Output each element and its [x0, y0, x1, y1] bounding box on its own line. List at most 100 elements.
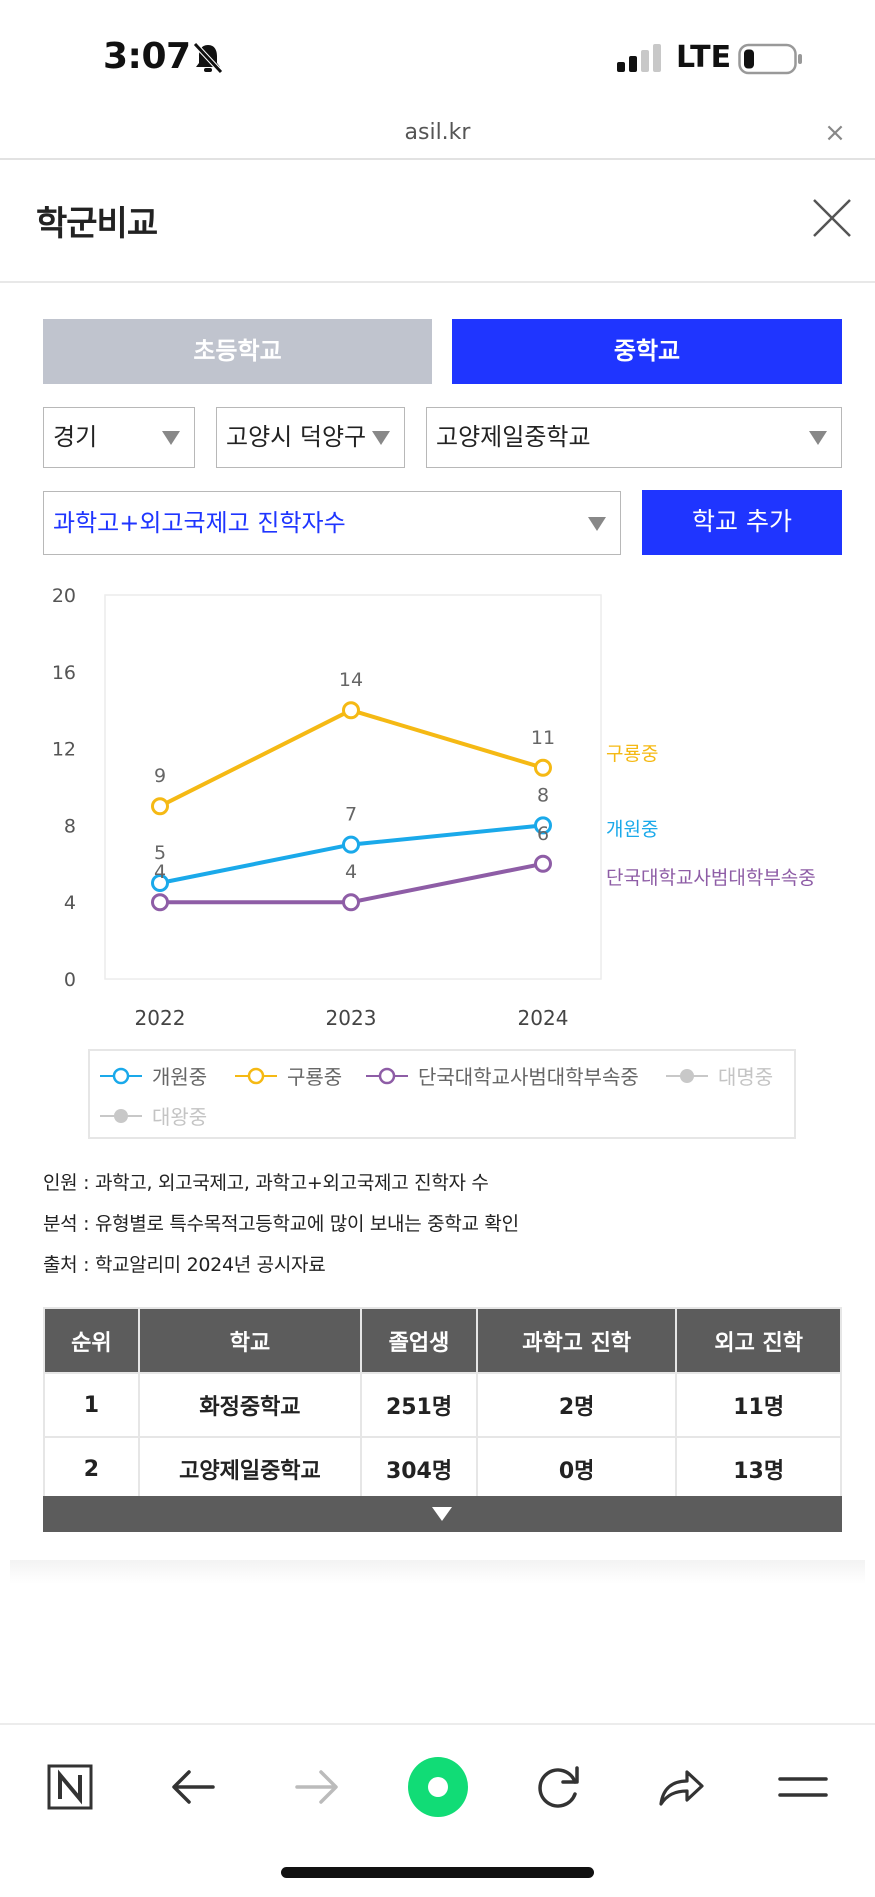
table-header-cell[interactable]: 외고 진학 — [675, 1307, 842, 1374]
battery-icon — [738, 43, 802, 75]
data-point[interactable] — [534, 758, 552, 777]
green-dot-icon[interactable] — [403, 1752, 473, 1822]
data-point[interactable] — [534, 816, 552, 835]
data-label: 6 — [537, 823, 549, 845]
school-select[interactable]: 고양제일중학교 — [426, 407, 842, 468]
data-label: 11 — [531, 727, 555, 749]
table-header-row: 순위 학교 졸업생 과학고 진학 외고 진학 — [43, 1307, 842, 1374]
note-source: 출처 : 학교알리미 2024년 공시자료 — [43, 1254, 326, 1276]
toolbar-divider — [0, 1723, 875, 1725]
series-end-label: 개원중 — [606, 818, 658, 840]
naver-n-icon[interactable] — [35, 1752, 105, 1822]
school-select-value: 고양제일중학교 — [436, 423, 591, 451]
table-cell: 화정중학교 — [137, 1372, 363, 1438]
tab-elementary[interactable]: 초등학교 — [43, 319, 432, 384]
chart-legend: 개원중 구룡중 단국대학교사범대학부속중 대명중 대왕중 — [88, 1049, 796, 1139]
reload-icon[interactable] — [523, 1752, 593, 1822]
region-select[interactable]: 경기 — [43, 407, 195, 468]
table-header-cell[interactable]: 학교 — [137, 1307, 363, 1374]
table-header-cell[interactable]: 순위 — [43, 1307, 140, 1374]
tab-middle-school[interactable]: 중학교 — [452, 319, 842, 384]
page-title: 학군비교 — [36, 204, 158, 244]
panel-shadow — [10, 1560, 865, 1584]
data-label: 4 — [154, 861, 166, 883]
x-tick-label: 2024 — [518, 1006, 569, 1030]
y-tick-label: 16 — [52, 662, 76, 684]
district-select-value: 고양시 덕양구 — [226, 423, 367, 451]
y-tick-label: 4 — [64, 892, 76, 914]
series-end-label: 단국대학교사범대학부속중 — [606, 867, 816, 889]
legend-marker-icon — [100, 1067, 142, 1084]
home-indicator — [281, 1867, 594, 1878]
table-header-cell[interactable]: 졸업생 — [360, 1307, 478, 1374]
dropdown-caret-icon — [588, 517, 606, 531]
metric-select-value: 과학고+외고국제고 진학자수 — [53, 509, 346, 537]
legend-marker-icon — [666, 1068, 708, 1083]
legend-marker-icon — [235, 1067, 277, 1084]
x-tick-label: 2023 — [326, 1006, 377, 1030]
series-end-label: 구룡중 — [606, 743, 658, 765]
dropdown-caret-icon — [372, 431, 390, 445]
dropdown-caret-icon — [162, 431, 180, 445]
data-point[interactable] — [342, 701, 360, 720]
table-cell: 1 — [43, 1372, 140, 1438]
legend-label: 대명중 — [718, 1065, 774, 1089]
data-label: 9 — [154, 765, 166, 787]
table-cell: 13명 — [675, 1436, 842, 1502]
table-cell: 2 — [43, 1436, 140, 1502]
y-tick-label: 8 — [64, 815, 76, 837]
line-chart: 0 4 8 12 16 20 2022 2023 2024 5 7 8 개원중 9 14 11 구룡중 4 4 6… — [52, 585, 816, 1030]
legend-marker-icon — [100, 1108, 142, 1123]
back-arrow-icon[interactable] — [159, 1752, 229, 1822]
table-cell: 2명 — [475, 1372, 678, 1438]
close-tab-icon[interactable]: × — [824, 118, 846, 148]
y-tick-label: 20 — [52, 585, 76, 607]
table-cell: 304명 — [360, 1436, 478, 1502]
divider — [0, 281, 875, 283]
table-header-cell[interactable]: 과학고 진학 — [475, 1307, 678, 1374]
url-display[interactable]: asil.kr — [404, 120, 471, 145]
data-point[interactable] — [151, 893, 169, 912]
expand-triangle-icon — [432, 1507, 452, 1521]
signal-icon — [617, 44, 661, 72]
close-icon[interactable] — [810, 196, 854, 240]
bell-slash-icon — [193, 42, 223, 74]
region-select-value: 경기 — [53, 423, 98, 451]
data-label: 7 — [345, 804, 357, 826]
legend-marker-icon — [366, 1067, 408, 1084]
legend-item-dankook[interactable]: 단국대학교사범대학부속중 — [366, 1061, 639, 1090]
metric-select[interactable]: 과학고+외고국제고 진학자수 — [43, 491, 621, 555]
data-label: 5 — [154, 842, 166, 864]
data-label: 8 — [537, 784, 549, 806]
forward-arrow-icon[interactable] — [281, 1752, 351, 1822]
table-expand-button[interactable] — [43, 1496, 842, 1532]
menu-icon[interactable] — [768, 1752, 838, 1822]
data-point[interactable] — [342, 835, 360, 854]
add-school-button[interactable]: 학교 추가 — [642, 490, 842, 555]
table-cell: 11명 — [675, 1372, 842, 1438]
plot-area — [104, 594, 602, 980]
legend-item-gaewon[interactable]: 개원중 — [100, 1061, 207, 1090]
legend-item-daewang[interactable]: 대왕중 — [100, 1101, 207, 1130]
legend-label: 단국대학교사범대학부속중 — [418, 1065, 639, 1089]
data-point[interactable] — [151, 797, 169, 816]
data-label: 14 — [339, 669, 363, 691]
data-point[interactable] — [342, 893, 360, 912]
table-row: 1 화정중학교 251명 2명 11명 — [43, 1372, 842, 1438]
data-point[interactable] — [151, 874, 169, 892]
table-row: 2 고양제일중학교 304명 0명 13명 — [43, 1436, 842, 1502]
district-select[interactable]: 고양시 덕양구 — [216, 407, 405, 468]
legend-label: 대왕중 — [152, 1105, 208, 1129]
share-icon[interactable] — [645, 1752, 715, 1822]
y-tick-label: 0 — [64, 969, 76, 991]
legend-item-daemyeong[interactable]: 대명중 — [666, 1061, 773, 1090]
dropdown-caret-icon — [809, 431, 827, 445]
y-tick-label: 12 — [52, 739, 76, 761]
status-time: 3:07 — [103, 36, 191, 77]
table-cell: 고양제일중학교 — [137, 1436, 363, 1502]
legend-item-guryong[interactable]: 구룡중 — [235, 1061, 342, 1090]
carrier-label: LTE — [676, 40, 732, 75]
ranking-table: 순위 학교 졸업생 과학고 진학 외고 진학 1 화정중학교 251명 2명 1… — [43, 1307, 842, 1502]
data-point[interactable] — [534, 854, 552, 873]
x-tick-label: 2022 — [135, 1006, 186, 1030]
